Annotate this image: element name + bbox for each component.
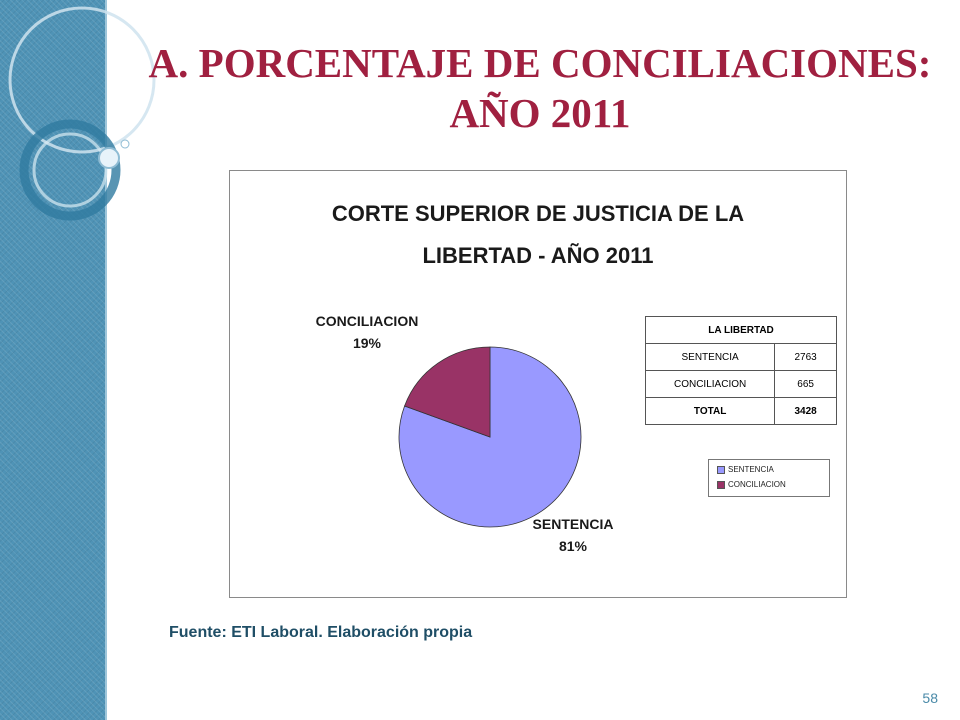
pie-slice-conciliacion <box>404 346 491 438</box>
legend-swatch-conciliacion <box>717 480 725 489</box>
slide-title-line2: AÑO 2011 <box>449 90 631 136</box>
legend-swatch-sentencia <box>717 465 725 474</box>
table-cell-value: 2763 <box>774 343 837 371</box>
table-row: CONCILIACION 665 <box>644 370 837 398</box>
table-cell-label: SENTENCIA <box>644 343 776 371</box>
table-header: LA LIBERTAD <box>645 316 837 344</box>
table-cell-value: 665 <box>774 370 837 398</box>
data-table: LA LIBERTAD SENTENCIA 2763 CONCILIACION … <box>644 316 837 425</box>
decorative-circles <box>8 6 156 221</box>
chart-frame: CORTE SUPERIOR DE JUSTICIA DE LA LIBERTA… <box>229 170 847 598</box>
legend-label: CONCILIACION <box>728 480 786 489</box>
chart-title-line2: LIBERTAD - AÑO 2011 <box>422 243 654 268</box>
table-cell-label: CONCILIACION <box>644 370 776 398</box>
side-band <box>0 0 107 720</box>
slide-title: A. PORCENTAJE DE CONCILIACIONES: AÑO 201… <box>120 38 960 138</box>
legend-label: SENTENCIA <box>728 465 774 474</box>
legend-item-conciliacion: CONCILIACION <box>717 479 786 491</box>
table-row: SENTENCIA 2763 <box>644 343 837 371</box>
pie-chart: SENTENCIA 81% CONCILIACION 19% <box>316 313 614 554</box>
chart-legend: SENTENCIA CONCILIACION <box>708 459 830 497</box>
pie-label-category: SENTENCIA <box>533 516 614 532</box>
slide-title-line1: A. PORCENTAJE DE CONCILIACIONES: <box>148 40 932 86</box>
legend-item-sentencia: SENTENCIA <box>717 464 774 476</box>
pie-label-percent: 19% <box>353 335 382 351</box>
pie-label-percent: 81% <box>559 538 588 554</box>
chart-title: CORTE SUPERIOR DE JUSTICIA DE LA LIBERTA… <box>230 193 846 277</box>
chart-title-line1: CORTE SUPERIOR DE JUSTICIA DE LA <box>331 201 745 226</box>
table-total-value: 3428 <box>774 397 837 425</box>
table-row-total: TOTAL 3428 <box>644 397 837 425</box>
source-note: Fuente: ETI Laboral. Elaboración propia <box>169 624 473 641</box>
page-number: 58 <box>922 690 938 706</box>
table-total-label: TOTAL <box>644 397 776 425</box>
pie-label-category: CONCILIACION <box>316 313 419 329</box>
